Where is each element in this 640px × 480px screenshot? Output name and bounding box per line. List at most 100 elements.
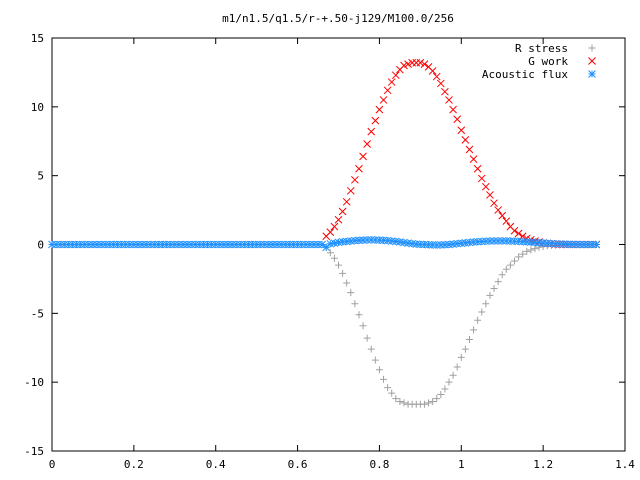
data-point <box>383 86 392 95</box>
data-point <box>461 136 470 144</box>
data-point <box>150 240 159 249</box>
series-acoustic-flux <box>48 235 601 252</box>
data-point <box>457 353 465 361</box>
data-point <box>179 240 187 249</box>
data-point <box>236 240 245 249</box>
data-point <box>387 78 396 86</box>
data-point <box>244 240 253 249</box>
data-point <box>473 164 482 173</box>
data-point <box>510 226 519 235</box>
data-point <box>567 240 576 249</box>
data-point <box>477 237 486 246</box>
data-point <box>334 238 343 247</box>
data-point <box>80 240 89 249</box>
data-point <box>441 240 449 249</box>
data-point <box>330 239 339 247</box>
data-point <box>490 199 498 208</box>
data-point <box>68 240 77 249</box>
data-point <box>326 239 335 248</box>
data-point <box>334 215 343 224</box>
data-point <box>326 228 335 236</box>
data-point <box>375 105 384 114</box>
data-point <box>412 240 421 248</box>
data-point <box>425 399 433 407</box>
data-point <box>342 237 351 246</box>
data-point <box>408 239 417 248</box>
data-point <box>441 385 449 393</box>
data-point <box>64 240 73 249</box>
data-point <box>203 240 212 249</box>
x-tick-label: 1 <box>458 458 465 471</box>
data-point <box>453 239 462 248</box>
data-point <box>146 240 155 249</box>
data-point <box>289 240 298 249</box>
data-point <box>347 289 355 297</box>
data-point <box>310 240 318 249</box>
data-point <box>391 71 400 80</box>
data-point <box>429 397 437 405</box>
data-point <box>359 236 367 244</box>
legend-marker <box>588 44 596 52</box>
data-point <box>359 322 367 330</box>
data-point <box>449 371 457 379</box>
data-point <box>388 389 396 397</box>
data-point <box>285 240 294 249</box>
data-point <box>474 316 482 324</box>
data-point <box>109 240 118 249</box>
data-point <box>359 152 367 161</box>
data-point <box>453 115 462 124</box>
data-point <box>89 240 97 249</box>
data-point <box>330 254 338 262</box>
series-g-work <box>322 58 601 249</box>
data-point <box>424 240 433 249</box>
data-point <box>404 60 412 69</box>
data-point <box>465 145 474 154</box>
data-point <box>346 237 355 245</box>
data-point <box>457 126 466 135</box>
data-point <box>437 391 445 399</box>
data-point <box>338 207 347 216</box>
data-point <box>375 236 384 244</box>
data-point <box>506 261 514 269</box>
data-point <box>539 239 547 247</box>
legend-label: G work <box>528 55 568 68</box>
x-axis: 0 0.2 0.4 0.6 0.8 1 1.2 1.4 <box>49 38 635 471</box>
data-point <box>478 308 486 316</box>
y-tick-label: 10 <box>31 101 44 114</box>
data-point <box>531 238 539 247</box>
data-point <box>335 261 342 269</box>
data-point <box>375 366 383 374</box>
data-point <box>256 240 265 249</box>
data-point <box>175 240 183 249</box>
data-point <box>191 240 200 249</box>
data-point <box>522 238 531 246</box>
data-point <box>367 235 376 244</box>
data-point <box>273 240 281 249</box>
data-point <box>342 197 351 206</box>
data-point <box>486 237 494 245</box>
data-point <box>392 395 400 403</box>
data-point <box>396 238 404 246</box>
data-point <box>592 240 601 249</box>
data-point <box>346 186 355 195</box>
data-point <box>265 240 273 249</box>
data-point <box>158 240 167 249</box>
data-point <box>445 96 453 104</box>
data-point <box>514 237 523 246</box>
data-point <box>138 240 146 249</box>
data-point <box>428 241 437 249</box>
data-point <box>72 240 81 249</box>
data-point <box>531 245 539 253</box>
data-point <box>400 238 408 247</box>
data-point <box>134 240 142 249</box>
data-point <box>420 400 428 408</box>
data-point <box>420 240 429 249</box>
data-point <box>470 326 478 334</box>
data-point <box>391 237 400 246</box>
data-point <box>547 239 556 248</box>
data-point <box>490 237 498 245</box>
data-point <box>384 384 392 392</box>
y-tick-label: 0 <box>37 239 44 252</box>
data-point <box>469 155 478 164</box>
x-tick-label: 1.4 <box>615 458 635 471</box>
